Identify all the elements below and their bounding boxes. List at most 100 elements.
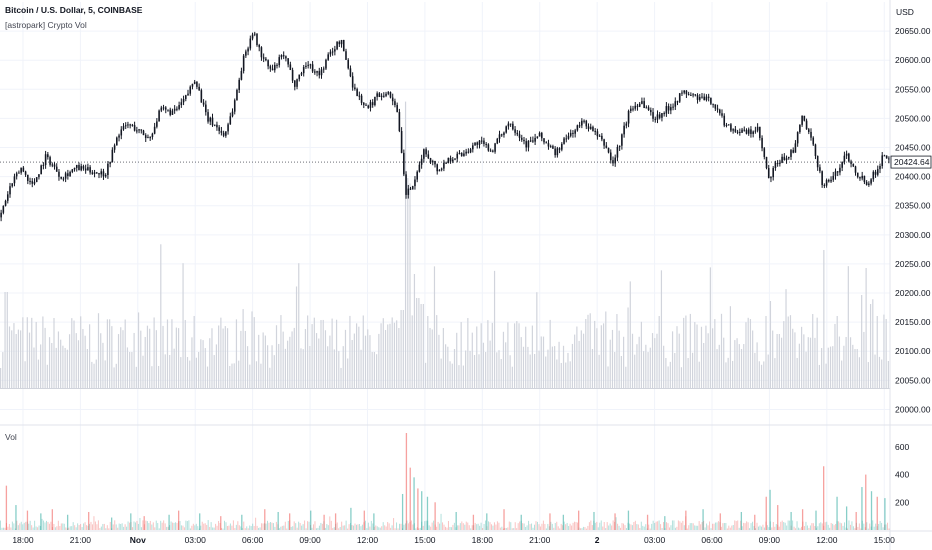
volume-bar (881, 522, 883, 530)
volume-bar (246, 526, 248, 530)
overlay-volume-bar (44, 327, 46, 388)
volume-bar (645, 524, 647, 530)
overlay-volume-bar (169, 355, 171, 388)
volume-bar (219, 522, 221, 530)
candle-body (785, 158, 788, 161)
overlay-volume-bar (171, 319, 173, 388)
volume-bar (849, 524, 851, 530)
volume-bar (768, 527, 770, 530)
candle-body (380, 95, 383, 97)
candle-body (776, 162, 779, 164)
volume-spike-bar (664, 516, 666, 530)
volume-bar (397, 528, 399, 530)
volume-pane-label[interactable]: Vol (5, 432, 17, 442)
volume-bar (407, 523, 409, 530)
candle-body (578, 125, 581, 127)
overlay-volume-bar (198, 352, 200, 388)
overlay-volume-bar (774, 358, 776, 388)
overlay-volume-bar (542, 336, 545, 388)
candle-body (24, 171, 27, 175)
volume-bar (173, 522, 175, 530)
volume-bar (759, 525, 761, 530)
candle-body (122, 126, 125, 130)
volume-bar (425, 520, 427, 530)
candle-body (718, 109, 721, 114)
volume-bar (697, 525, 699, 530)
volume-bar (774, 526, 776, 530)
volume-bar (261, 523, 263, 530)
symbol-title[interactable]: Bitcoin / U.S. Dollar, 5, COINBASE (5, 5, 143, 15)
volume-bar (333, 527, 335, 530)
candle-body (458, 153, 461, 155)
overlay-volume-bar (75, 333, 77, 388)
overlay-volume-bar (545, 356, 547, 388)
overlay-volume-bar (380, 323, 382, 388)
overlay-volume-bar (191, 337, 193, 388)
overlay-volume-bar (6, 292, 8, 388)
overlay-volume-bar (631, 333, 634, 388)
candle-body (38, 174, 40, 178)
volume-bar (364, 520, 366, 530)
overlay-volume-bar (347, 358, 349, 388)
candle-body (249, 38, 252, 49)
candle-body (500, 134, 503, 136)
volume-bar (710, 528, 712, 530)
volume-bar (489, 522, 491, 530)
volume-bar (301, 525, 303, 530)
volume-bar (320, 522, 322, 530)
candle-body (532, 140, 534, 142)
overlay-volume-bar (732, 360, 734, 388)
volume-bar (105, 528, 107, 530)
volume-bar (680, 522, 682, 530)
volume-bar (370, 520, 372, 530)
overlay-volume-bar (643, 351, 645, 388)
volume-bar (858, 523, 860, 530)
overlay-volume-bar (240, 330, 242, 388)
candle-body (285, 56, 287, 59)
candle-body (267, 60, 269, 67)
overlay-volume-bar (698, 361, 700, 388)
candle-body (15, 173, 18, 177)
overlay-volume-bar (500, 359, 502, 388)
overlay-volume-bar (683, 317, 685, 388)
overlay-volume-bar (289, 336, 291, 388)
candle-body (654, 118, 657, 120)
candle-body (11, 183, 14, 187)
candle-body (440, 168, 443, 170)
currency-unit-label[interactable]: USD (896, 7, 914, 17)
candle-body (75, 164, 78, 168)
volume-bar (569, 523, 571, 530)
volume-bar (577, 522, 579, 530)
overlay-volume-bar (765, 316, 767, 388)
candle-body (182, 99, 185, 103)
overlay-volume-bar (238, 360, 240, 388)
candle-body (667, 106, 670, 111)
overlay-volume-bar (284, 348, 286, 388)
volume-bar (23, 522, 25, 530)
candle-body (169, 109, 172, 115)
volume-bar (186, 521, 188, 530)
candle-body (761, 137, 763, 149)
overlay-volume-bar (767, 354, 769, 388)
overlay-volume-bar (387, 324, 389, 388)
candle-body (6, 194, 9, 201)
overlay-volume-bar (429, 327, 431, 388)
volume-spike-bar (614, 513, 616, 530)
volume-bar (166, 526, 168, 530)
candle-body (35, 177, 38, 182)
overlay-volume-bar (404, 101, 407, 388)
overlay-volume-bar (200, 339, 202, 388)
overlay-volume-bar (302, 349, 304, 388)
volume-bar (83, 523, 85, 530)
time-tick-label: 09:00 (299, 535, 321, 545)
candle-body (205, 104, 207, 113)
indicator-title[interactable]: [astropark] Crypto Vol (5, 20, 87, 30)
volume-spike-bar (876, 496, 878, 530)
overlay-volume-bar (856, 349, 858, 388)
overlay-volume-bar (251, 311, 253, 388)
volume-spike-bar (870, 491, 873, 530)
volume-bar (80, 523, 82, 530)
overlay-volume-bar (667, 366, 669, 388)
candle-body (245, 51, 247, 56)
overlay-volume-bar (440, 358, 442, 388)
